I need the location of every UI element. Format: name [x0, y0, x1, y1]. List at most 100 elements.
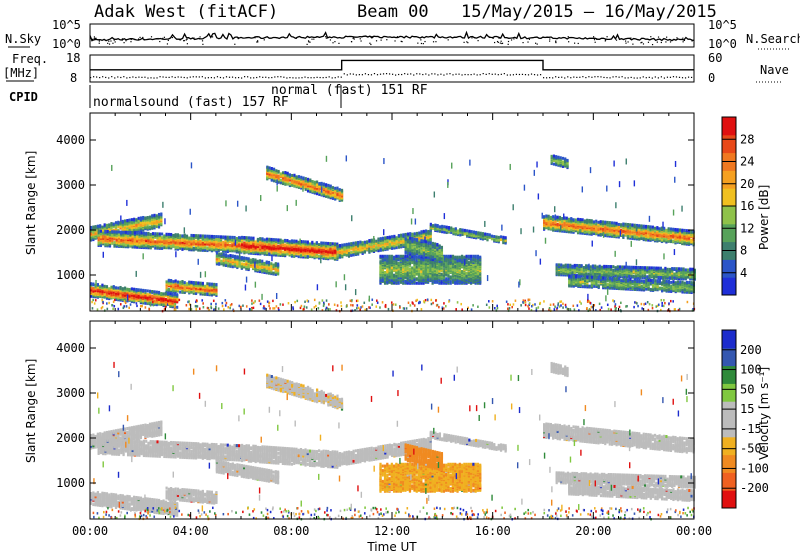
- heatmap-cell: [266, 238, 268, 241]
- heatmap-cell: [107, 230, 109, 233]
- noise-search-point: [139, 37, 140, 38]
- nave-point: [298, 77, 299, 78]
- heatmap-cell: [382, 255, 384, 258]
- heatmap-cell: [209, 282, 211, 285]
- nave-point: [156, 77, 157, 78]
- freq-series: [90, 60, 694, 69]
- noise-search-point: [568, 36, 569, 37]
- heatmap-cell: [289, 182, 291, 185]
- heatmap-cell: [270, 265, 272, 268]
- heatmap-cell: [166, 236, 168, 239]
- nave-point: [567, 76, 568, 77]
- heatmap-cell: [477, 231, 479, 234]
- heatmap-cell: [277, 238, 279, 241]
- nave-point: [365, 73, 366, 74]
- heatmap-cell: [341, 189, 343, 192]
- noise-search-point: [91, 40, 92, 41]
- heatmap-cell: [104, 285, 106, 288]
- noise-search-point: [665, 41, 666, 42]
- nave-point: [588, 76, 589, 77]
- heatmap-cell: [334, 193, 336, 196]
- heatmap-cell: [143, 244, 145, 247]
- nave-point: [166, 77, 167, 78]
- noise-search-point: [168, 40, 169, 41]
- heatmap-cell: [177, 233, 179, 236]
- heatmap-cell: [111, 230, 113, 233]
- cpid-panel: CPID normalsound (fast) 157 RF normal (f…: [9, 83, 428, 110]
- nave-point: [338, 76, 339, 77]
- nave-point: [664, 77, 665, 78]
- heatmap-cell: [119, 221, 121, 224]
- nave-point: [347, 74, 348, 75]
- heatmap-cell: [172, 280, 174, 283]
- heatmap-cell: [391, 266, 393, 269]
- nave-point: [211, 77, 212, 78]
- heatmap-cell: [396, 246, 398, 249]
- heatmap-cell: [346, 243, 348, 246]
- nave-point: [150, 77, 151, 78]
- noise-search-point: [574, 43, 575, 44]
- heatmap-cell: [204, 285, 206, 288]
- heatmap-cell: [161, 236, 163, 239]
- nave-point: [673, 76, 674, 77]
- heatmap-cell: [115, 221, 117, 224]
- heatmap-cell: [321, 182, 323, 185]
- nave-point: [591, 77, 592, 78]
- noise-search-point: [527, 41, 528, 42]
- heatmap-cell: [443, 225, 445, 228]
- heatmap-cell: [362, 241, 364, 244]
- heatmap-cell: [414, 232, 416, 235]
- nave-point: [528, 74, 529, 75]
- heatmap-cell: [273, 244, 275, 247]
- noise-search-point: [107, 43, 108, 44]
- heatmap-cell: [457, 229, 459, 232]
- heatmap-cell: [100, 244, 102, 247]
- heatmap-cell: [425, 267, 427, 270]
- heatmap-cell: [222, 235, 224, 238]
- heatmap-cell: [441, 280, 443, 283]
- noise-search-point: [650, 36, 651, 37]
- heatmap-cell: [181, 280, 183, 283]
- nave-point: [111, 76, 112, 77]
- heatmap-cell: [305, 188, 307, 191]
- nave-point: [637, 77, 638, 78]
- nave-series: [90, 73, 692, 79]
- beam-label: Beam 00: [357, 2, 429, 22]
- heatmap-cell: [461, 228, 463, 231]
- heatmap-cell: [395, 255, 397, 258]
- heatmap-cell: [398, 282, 400, 285]
- nave-point: [123, 76, 124, 77]
- heatmap-cell: [304, 240, 306, 243]
- heatmap-cell: [339, 188, 341, 191]
- heatmap-cell: [184, 287, 186, 290]
- heatmap-cell: [339, 244, 341, 247]
- nave-point: [549, 77, 550, 78]
- nave-point: [646, 77, 647, 78]
- heatmap-cell: [437, 224, 439, 227]
- heatmap-cell: [143, 232, 145, 235]
- heatmap-cell: [266, 261, 268, 264]
- heatmap-cell: [470, 257, 472, 260]
- heatmap-cell: [163, 246, 165, 249]
- heatmap-cell: [133, 288, 135, 291]
- nave-point: [495, 74, 496, 75]
- nave-point: [262, 77, 263, 78]
- heatmap-cell: [379, 260, 381, 263]
- heatmap-cell: [404, 268, 406, 271]
- heatmap-cell: [158, 291, 160, 294]
- heatmap-cell: [129, 219, 131, 222]
- heatmap-cell: [151, 214, 153, 217]
- heatmap-cell: [131, 218, 133, 221]
- nave-point: [576, 77, 577, 78]
- heatmap-cell: [311, 180, 313, 183]
- nave-point: [247, 76, 248, 77]
- heatmap-cell: [195, 240, 197, 243]
- nave-point: [271, 77, 272, 78]
- noise-search-point: [130, 41, 131, 42]
- heatmap-cell: [154, 247, 156, 250]
- heatmap-cell: [379, 265, 381, 268]
- heatmap-cell: [99, 224, 101, 227]
- heatmap-cell: [238, 243, 240, 246]
- heatmap-cell: [332, 186, 334, 189]
- nave-point: [480, 74, 481, 75]
